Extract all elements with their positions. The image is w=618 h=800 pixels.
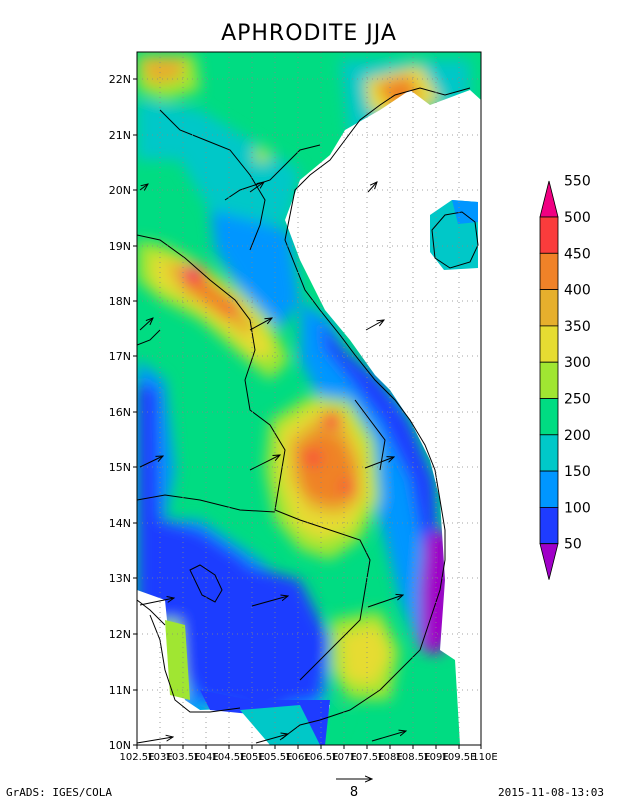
lon-label: 107.5E [350,752,385,763]
lon-label: 107E [331,752,356,763]
colorbar-label: 550 [564,174,591,190]
footer-credit: GrADS: IGES/COLA [6,786,112,799]
wind-arrow [139,318,153,331]
lon-label: 110E [472,752,497,763]
wind-arrow [249,318,272,331]
lon-label: 102.5E [120,752,155,763]
wind-arrow [371,731,406,742]
lon-label: 109.5E [442,752,477,763]
lat-label: 20N [109,184,131,197]
wind-arrow [139,456,163,468]
lat-label: 22N [109,73,131,86]
wind-arrow [136,737,173,744]
vector-scale-label: 8 [350,785,358,800]
colorbar-segment [539,506,559,545]
axis-ticks [133,78,482,749]
longitude-labels: 102.5E 103E 103.5E 104E 104.5E 105E 105.… [120,752,498,763]
colorbar-segment [539,470,559,508]
lat-label: 11N [109,684,131,697]
colorbar-label: 300 [564,355,591,371]
lon-label: 103E [147,752,172,763]
colorbar-segment [539,361,559,399]
colorbar-segment [539,398,559,436]
colorbar-label: 500 [564,210,591,226]
colorbar-label: 100 [564,500,591,516]
lon-label: 106.5E [304,752,339,763]
colorbar-label: 50 [564,537,582,553]
latitude-labels: 10N 11N 12N 13N 14N 15N 16N 17N 18N 19N … [109,73,131,752]
wind-arrow [139,184,148,190]
lat-label: 18N [109,295,131,308]
map-frame [136,51,482,746]
colorbar-segment [539,252,559,291]
colorbar-top-triangle [539,180,559,218]
lat-label: 10N [109,739,131,752]
colorbar-label: 350 [564,319,591,335]
lat-label: 16N [109,406,131,419]
colorbar-label: 400 [564,283,591,299]
wind-arrow [367,182,377,193]
lon-label: 104.5E [212,752,247,763]
colorbar-segment [539,325,559,363]
coastlines-borders [137,87,479,741]
wind-arrow [367,595,403,608]
lon-label: 106E [285,752,310,763]
wind-arrow [365,320,384,331]
wind-arrow [251,596,288,607]
wind-arrow [139,598,174,606]
lon-label: 105.5E [258,752,293,763]
lon-label: 108E [377,752,402,763]
colorbar-segment [539,289,559,327]
wind-arrow [249,182,264,193]
colorbar-label: 150 [564,464,591,480]
lat-label: 17N [109,350,131,363]
lon-label: 104E [193,752,218,763]
colorbar-bottom-triangle [539,543,559,580]
colorbar-label: 450 [564,246,591,262]
lat-label: 13N [109,572,131,585]
wind-vectors [136,182,406,744]
colorbar-segment [539,434,559,472]
map-title: APHRODITE JJA [221,21,397,46]
colorbar-segment [539,216,559,254]
lat-label: 19N [109,240,131,253]
colorbar: 50 100 150 200 250 300 350 400 450 500 550 [539,174,591,580]
lat-label: 21N [109,129,131,142]
footer-timestamp: 2015-11-08-13:03 [498,786,604,799]
lon-label: 105E [239,752,264,763]
precipitation-field [137,52,481,745]
lat-label: 15N [109,461,131,474]
grid-lines [137,52,481,745]
lat-label: 14N [109,517,131,530]
wind-arrow [364,457,394,469]
lon-label: 108.5E [396,752,431,763]
colorbar-label: 250 [564,392,591,408]
colorbar-label: 200 [564,428,591,444]
lon-label: 109E [423,752,448,763]
vector-scale: 8 [336,779,372,800]
wind-arrow [255,734,288,744]
lon-label: 103.5E [166,752,201,763]
lat-label: 12N [109,628,131,641]
wind-arrow [249,455,280,471]
